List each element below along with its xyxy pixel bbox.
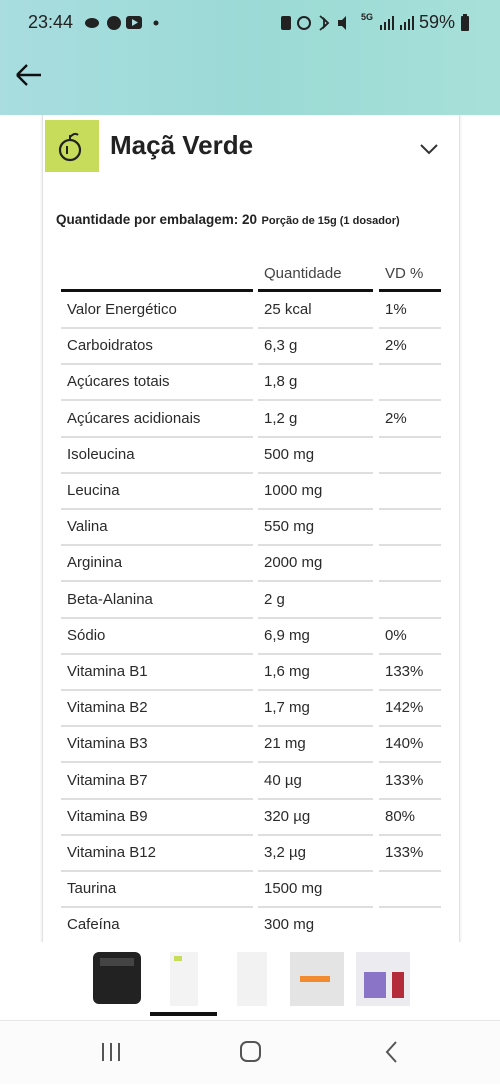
nutrient-amount: 6,3 g: [258, 329, 373, 366]
nutrient-name: Carboidratos: [61, 329, 253, 366]
nutrient-name: Vitamina B12: [61, 836, 253, 872]
serving-line: Quantidade por embalagem: 20 Porção de 1…: [56, 211, 400, 229]
nutrient-name: Vitamina B2: [61, 691, 253, 728]
nutrient-name: Arginina: [61, 546, 253, 583]
nutrition-table: Quantidade VD % Valor Energético 25 kcal 1% C…: [43, 115, 459, 942]
nutrient-amount: 40 µg: [258, 764, 373, 800]
nutrition-card: Maçã Verde Quantidade por embalagem: 20 …: [42, 115, 460, 942]
nutrient-dv: [379, 474, 441, 510]
nutrient-dv: 80%: [379, 800, 441, 836]
product-title: Maçã Verde: [110, 130, 254, 160]
nutrient-name: Beta-Alanina: [61, 583, 253, 619]
nutrient-amount: 2 g: [258, 583, 373, 619]
nutrient-amount: 1,6 mg: [258, 655, 373, 691]
nutrient-amount: 1,2 g: [258, 402, 373, 438]
nav-icons: [102, 1041, 397, 1063]
column-header: VD %: [379, 259, 441, 292]
nutrient-amount: 300 mg: [258, 908, 373, 942]
home-button[interactable]: [240, 1041, 261, 1062]
nutrient-name: Valor Energético: [61, 293, 253, 329]
nutrient-dv: [379, 365, 441, 402]
nutrient-amount: 1,8 g: [258, 365, 373, 402]
nutrient-dv: 133%: [379, 836, 441, 872]
nutrient-dv: 142%: [379, 691, 441, 728]
serving-detail: Porção de 15g (1 dosador): [261, 215, 400, 227]
app-bar: 23:44 5G 59%: [0, 0, 500, 115]
flavor-icon: [45, 120, 99, 172]
nutrient-dv: 2%: [379, 329, 441, 366]
nutrient-name: Sódio: [61, 619, 253, 655]
nutrient-amount: 2000 mg: [258, 546, 373, 583]
nutrient-dv: [379, 438, 441, 474]
nutrient-dv: [379, 510, 441, 547]
nutrient-dv: [379, 908, 441, 942]
nutrient-amount: 3,2 µg: [258, 836, 373, 872]
column-header: Quantidade: [258, 259, 373, 292]
nutrient-dv: 140%: [379, 727, 441, 764]
nutrient-dv: [379, 583, 441, 619]
nutrient-dv: 0%: [379, 619, 441, 655]
nutrient-name: Cafeína: [61, 908, 253, 942]
nutrient-name: Leucina: [61, 474, 253, 510]
nutrient-name: Vitamina B1: [61, 655, 253, 691]
nutrient-name: Vitamina B9: [61, 800, 253, 836]
serving-label: Quantidade por embalagem: 20: [56, 212, 258, 227]
thumbnails: [93, 952, 410, 1016]
battery-icon: [461, 14, 469, 31]
nutrient-dv: 1%: [379, 293, 441, 329]
nutrient-amount: 550 mg: [258, 510, 373, 547]
nutrient-name: Taurina: [61, 872, 253, 909]
nutrient-dv: 133%: [379, 655, 441, 691]
nutrient-name: Vitamina B7: [61, 764, 253, 800]
nutrient-name: Açúcares acidionais: [61, 402, 253, 438]
nutrient-amount: 6,9 mg: [258, 619, 373, 655]
nutrient-name: Valina: [61, 510, 253, 547]
nutrient-amount: 21 mg: [258, 727, 373, 764]
nutrient-name: Isoleucina: [61, 438, 253, 474]
card-viewport: Maçã Verde Quantidade por embalagem: 20 …: [0, 115, 500, 942]
status-icons-right: [281, 15, 346, 31]
back-button[interactable]: [14, 62, 44, 88]
status-time: 23:44: [28, 12, 74, 32]
collapse-chevron[interactable]: [419, 142, 439, 156]
nutrient-dv: [379, 546, 441, 583]
header-blank: [61, 259, 253, 292]
nutrient-dv: 2%: [379, 402, 441, 438]
nutrient-amount: 500 mg: [258, 438, 373, 474]
nutrient-amount: 1000 mg: [258, 474, 373, 510]
nutrient-amount: 320 µg: [258, 800, 373, 836]
status-icons-left: [85, 16, 159, 30]
recent-apps-button[interactable]: [102, 1043, 120, 1061]
nutrient-name: Vitamina B3: [61, 727, 253, 764]
nutrient-amount: 1,7 mg: [258, 691, 373, 728]
nutrient-amount: 25 kcal: [258, 293, 373, 329]
signal-icons: [380, 16, 414, 30]
nutrient-amount: 1500 mg: [258, 872, 373, 909]
nav-bar: [0, 1020, 500, 1084]
status-network: 5G: [361, 12, 374, 22]
nutrient-dv: 133%: [379, 764, 441, 800]
status-battery: 59%: [419, 12, 456, 32]
nutrient-dv: [379, 872, 441, 909]
nutrient-name: Açúcares totais: [61, 365, 253, 402]
nav-back-button[interactable]: [385, 1041, 397, 1063]
gallery-strip: [0, 942, 500, 1020]
